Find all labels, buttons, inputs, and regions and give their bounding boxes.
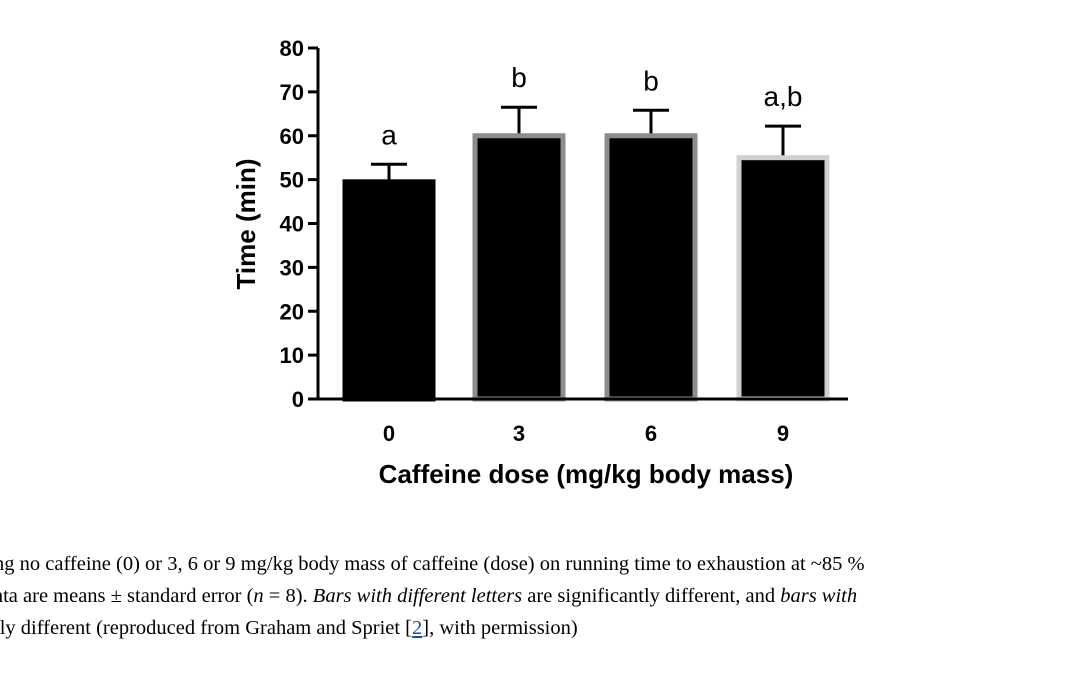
- y-tick-label-30: 30: [280, 255, 304, 280]
- reference-link[interactable]: 2: [412, 617, 423, 639]
- x-tick-label-6: 6: [645, 421, 657, 446]
- x-tick-label-3: 3: [513, 421, 525, 446]
- y-axis: 0 10 20 30 40 50 60 70 80: [280, 36, 320, 412]
- y-tick-label-10: 10: [280, 343, 304, 368]
- bar-chart: a b b a,b 0 10 20 30 40 50 60 70 80 0 3 6 9 Time (min)…: [231, 36, 848, 489]
- significance-label-3: b: [511, 62, 527, 93]
- y-tick-label-60: 60: [280, 124, 304, 149]
- y-axis-title: Time (min): [231, 159, 261, 290]
- significance-label-6: b: [643, 65, 659, 96]
- significance-label-0: a: [381, 119, 397, 150]
- y-tick-label-20: 20: [280, 299, 304, 324]
- y-tick-label-50: 50: [280, 168, 304, 193]
- x-tick-label-0: 0: [383, 421, 395, 446]
- bars-group: a b b a,b: [342, 62, 830, 402]
- y-tick-label-80: 80: [280, 36, 304, 61]
- y-tick-label-70: 70: [280, 80, 304, 105]
- bar-0: [342, 179, 436, 402]
- x-axis: 0 3 6 9: [316, 397, 848, 446]
- y-tick-label-40: 40: [280, 212, 304, 237]
- significance-label-9: a,b: [764, 81, 803, 112]
- y-tick-label-0: 0: [292, 387, 304, 412]
- bar-3: [472, 133, 566, 402]
- caption-line-3: tly different (reproduced from Graham an…: [0, 617, 578, 639]
- bar-9: [736, 155, 830, 402]
- x-tick-label-9: 9: [777, 421, 789, 446]
- bar-6: [604, 133, 698, 402]
- x-axis-title: Caffeine dose (mg/kg body mass): [379, 459, 794, 489]
- caption-line-1: ng no caffeine (0) or 3, 6 or 9 mg/kg bo…: [0, 553, 865, 575]
- caption-line-2: ata are means ± standard error (n = 8). …: [0, 585, 858, 607]
- figure-caption: ng no caffeine (0) or 3, 6 or 9 mg/kg bo…: [0, 548, 1080, 644]
